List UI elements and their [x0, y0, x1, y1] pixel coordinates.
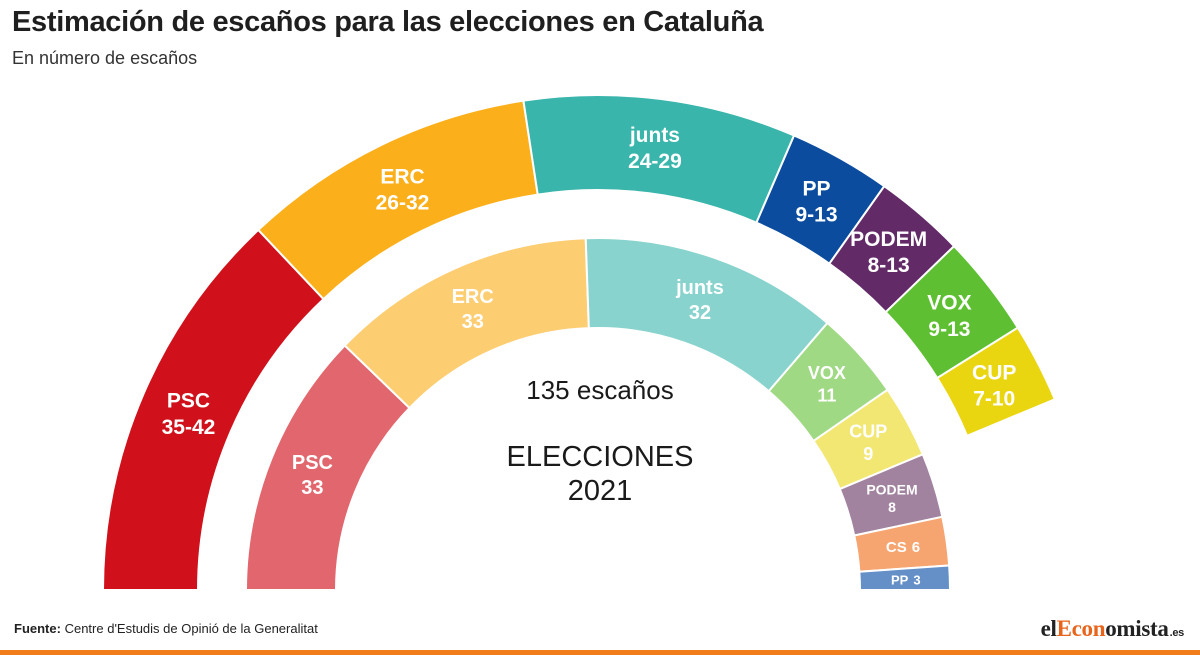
inner-value-cs: 6 [912, 539, 920, 556]
logo-omista: omista [1105, 616, 1169, 641]
logo-el: el [1040, 616, 1057, 641]
total-seats-label: 135 escaños [526, 375, 673, 405]
election-label-line1: ELECCIONES [507, 441, 694, 473]
inner-party-vox: VOX [808, 363, 846, 383]
inner-party-podem: PODEM [866, 481, 917, 497]
outer-party-podem: PODEM [850, 228, 927, 251]
inner-party-junts: junts [675, 277, 724, 299]
inner-value-podem: 8 [888, 499, 896, 515]
outer-party-erc: ERC [380, 165, 424, 188]
eleconomista-logo: elEconomista.es [1040, 616, 1185, 642]
outer-value-erc: 26-32 [376, 192, 430, 215]
inner-value-cup: 9 [863, 444, 873, 464]
outer-party-vox: VOX [927, 292, 971, 315]
outer-value-podem: 8-13 [868, 254, 910, 277]
inner-party-pp: PP [891, 572, 909, 587]
inner-party-cs: CS [886, 539, 907, 556]
outer-segment-cup [935, 326, 1057, 438]
outer-party-cup: CUP [972, 361, 1016, 384]
bottom-accent-bar [0, 650, 1200, 655]
chart-subtitle: En número de escaños [12, 48, 198, 68]
chart-title: Estimación de escaños para las eleccione… [12, 6, 764, 38]
inner-label-cs: CS 6 [886, 539, 920, 556]
inner-value-erc: 33 [462, 311, 484, 333]
inner-label-pp: PP 3 [891, 572, 921, 587]
logo-econ: Econ [1056, 616, 1106, 641]
inner-value-psc: 33 [301, 477, 323, 499]
inner-value-vox: 11 [817, 385, 836, 405]
election-label-line2: 2021 [568, 475, 633, 507]
inner-party-psc: PSC [292, 452, 333, 474]
inner-segment-pp [858, 564, 952, 591]
inner-party-cup: CUP [849, 421, 887, 441]
source-text: Centre d'Estudis de Opinió de la General… [64, 621, 318, 636]
outer-value-pp: 9-13 [795, 204, 837, 227]
logo-tld: .es [1169, 627, 1185, 639]
outer-value-psc: 35-42 [162, 416, 216, 439]
outer-ring-estimate: PSC 35-42 ERC 26-32 junts 24-29 PP 9-13 PODEM 8-1… [101, 94, 1057, 591]
outer-party-pp: PP [802, 177, 830, 200]
outer-value-cup: 7-10 [973, 388, 1015, 411]
outer-party-junts: junts [629, 124, 680, 147]
outer-value-vox: 9-13 [928, 318, 970, 341]
inner-party-erc: ERC [452, 286, 494, 308]
source-label: Fuente: [14, 621, 61, 636]
outer-party-psc: PSC [167, 390, 210, 413]
parliament-chart: PSC 35-42 ERC 26-32 junts 24-29 PP 9-13 PODEM 8-1… [101, 94, 1057, 591]
outer-value-junts: 24-29 [628, 150, 682, 173]
inner-value-junts: 32 [689, 302, 711, 324]
source-note: Fuente: Centre d'Estudis de Opinió de la… [14, 621, 318, 636]
inner-value-pp: 3 [913, 572, 920, 587]
